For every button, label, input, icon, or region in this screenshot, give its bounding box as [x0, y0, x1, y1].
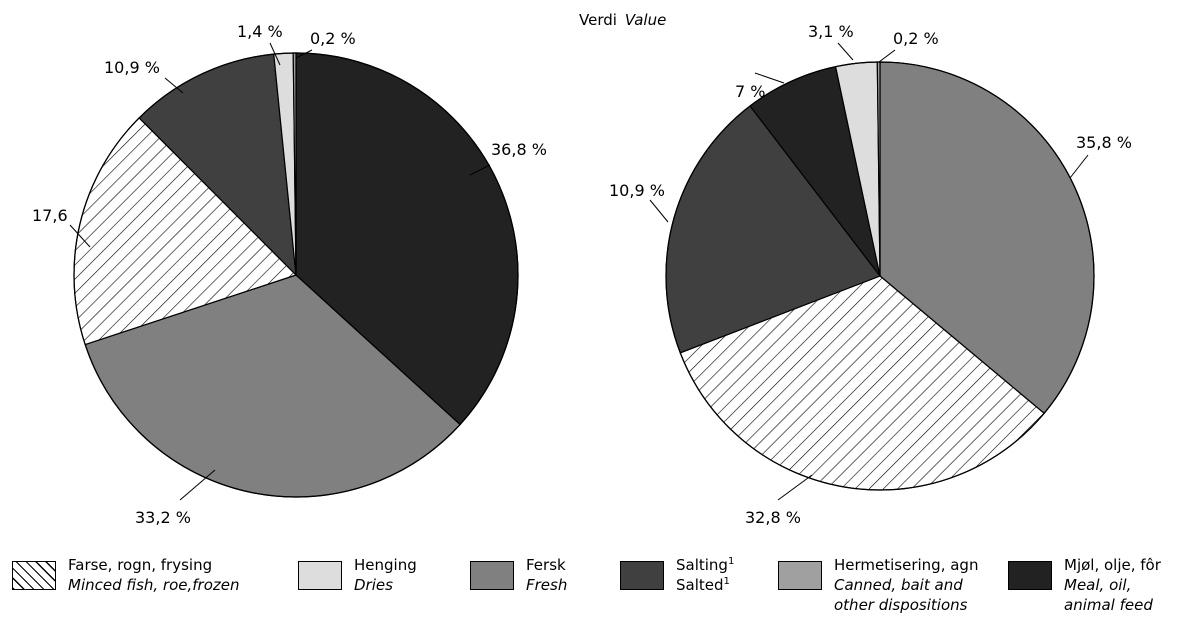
- legend-label-en-mjol-2: animal feed: [1064, 596, 1153, 614]
- pie-1-label-hermetisering: 0,2 %: [310, 29, 356, 48]
- pie-2-label-mjol: 7 %: [735, 82, 765, 101]
- legend-label-en-fersk: Fresh: [526, 576, 568, 594]
- legend-label-fersk: Fersk: [526, 556, 566, 574]
- legend-label-mjol: Mjøl, olje, fôr: [1064, 556, 1161, 574]
- legend-swatch-mjol: [1008, 561, 1052, 590]
- pie-1-label-fersk: 33,2 %: [135, 508, 191, 527]
- legend-label-en-farse: Minced fish, roe,frozen: [68, 576, 240, 594]
- pie-1-leader-mjol: [469, 164, 491, 176]
- pie-1-leader-fersk: [179, 469, 216, 501]
- legend-label-salting-sup: 1: [727, 556, 735, 567]
- chart-title-no: Verdi: [579, 11, 617, 29]
- legend-label-en-salting-sup: 1: [723, 576, 730, 587]
- pie-1-outline: [73, 52, 519, 498]
- pie-charts: 36,8 % 33,2 % 17,6 10,9 % 1,4 % 0,2 % 35,8 % 32…: [32, 22, 1132, 527]
- legend-label-en-hermetisering-2: other dispositions: [834, 596, 968, 614]
- legend-swatch-hermetisering: [778, 561, 822, 590]
- chart-title-en: Value: [624, 11, 667, 29]
- pie-layer: 36,8 % 33,2 % 17,6 10,9 % 1,4 % 0,2 % 35,8 % 32…: [32, 22, 1132, 527]
- pie-1-label-salting: 10,9 %: [104, 58, 160, 77]
- legend-label-farse: Farse, rogn, frysing: [68, 556, 213, 574]
- pie-2-label-hermetisering: 0,2 %: [893, 29, 939, 48]
- legend-label-salting: Salting: [676, 556, 728, 574]
- pie-2-label-fersk: 35,8 %: [1076, 133, 1132, 152]
- legend-label-en-hermetisering-1: Canned, bait and: [834, 576, 963, 594]
- pie-1-label-henging: 1,4 %: [237, 22, 283, 41]
- legend-label-en-mjol-1: Meal, oil,: [1064, 576, 1132, 594]
- legend-label-en-henging: Dries: [354, 576, 393, 594]
- pie-1-leader-farse: [69, 224, 91, 248]
- pie-2-outline: [665, 61, 1095, 491]
- pie-2-leader-hermetisering: [878, 49, 896, 63]
- pie-1-label-mjol: 36,8 %: [491, 140, 547, 159]
- pie-2-leader-farse: [777, 474, 813, 501]
- pie-2-leader-mjol: [754, 72, 785, 84]
- chart-title: Verdi Value: [579, 11, 666, 29]
- pie-2-leader-fersk: [1069, 154, 1089, 179]
- pie-2-label-salting: 10,9 %: [609, 181, 665, 200]
- pie-1-leader-henging: [269, 42, 281, 66]
- pie-2-label-henging: 3,1 %: [808, 22, 854, 41]
- pie-2-leader-henging: [837, 42, 854, 61]
- pie-1-label-farse: 17,6: [32, 206, 68, 225]
- legend: Farse, rogn, frysing Minced fish, roe,fr…: [0, 555, 1191, 624]
- legend-label-en-salting: Salted: [676, 576, 724, 594]
- pie-1-leader-salting: [164, 77, 184, 94]
- legend-swatch-farse: [12, 561, 56, 590]
- legend-label-hermetisering: Hermetisering, agn: [834, 556, 979, 574]
- pie-2-leader-salting: [649, 199, 669, 223]
- legend-swatch-salting: [620, 561, 664, 590]
- legend-swatch-henging: [298, 561, 342, 590]
- legend-swatch-fersk: [470, 561, 514, 590]
- pie-1-leader-hermetisering: [295, 49, 313, 59]
- legend-label-henging: Henging: [354, 556, 417, 574]
- pie-2-label-farse: 32,8 %: [745, 508, 801, 527]
